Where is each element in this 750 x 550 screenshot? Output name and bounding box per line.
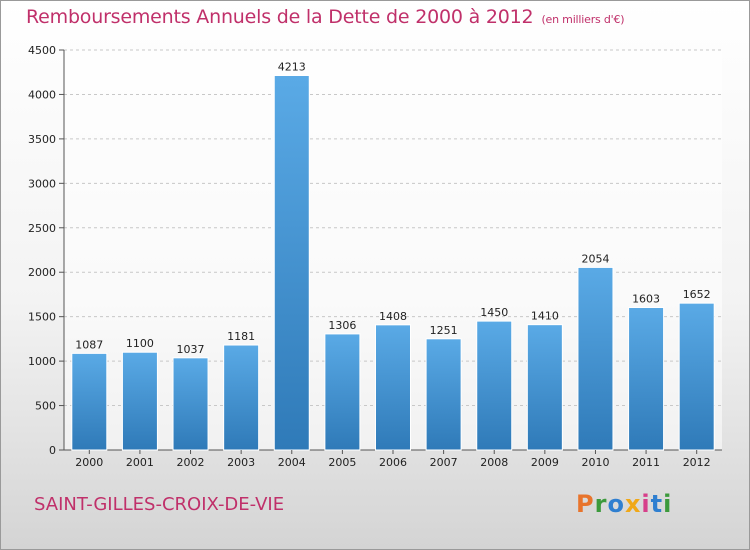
data-label: 1410 — [531, 310, 559, 323]
data-label: 1408 — [379, 310, 407, 323]
y-tick-label: 2500 — [28, 222, 56, 235]
x-tick-label: 2004 — [278, 456, 306, 469]
x-tick-label: 2006 — [379, 456, 407, 469]
logo-letter: t — [650, 490, 664, 518]
bar — [223, 344, 260, 451]
logo-letter: i — [641, 490, 651, 518]
bar — [577, 266, 614, 451]
logo-letter: x — [624, 490, 642, 518]
logo-letter: o — [607, 490, 625, 518]
data-label: 1100 — [126, 337, 154, 350]
data-label: 2054 — [581, 252, 609, 265]
bar — [628, 307, 665, 451]
x-tick-label: 2011 — [632, 456, 660, 469]
bar — [121, 351, 158, 451]
data-label: 1251 — [430, 324, 458, 337]
data-label: 1652 — [683, 288, 711, 301]
x-tick-label: 2008 — [480, 456, 508, 469]
logo-letter: r — [594, 490, 608, 518]
data-label: 4213 — [278, 61, 306, 74]
x-tick-label: 2012 — [683, 456, 711, 469]
bar — [273, 75, 310, 451]
x-tick-label: 2003 — [227, 456, 255, 469]
y-tick-label: 3000 — [28, 177, 56, 190]
y-tick-label: 4000 — [28, 88, 56, 101]
y-tick-label: 2000 — [28, 266, 56, 279]
y-tick-label: 1000 — [28, 355, 56, 368]
bar — [324, 333, 361, 451]
bar — [71, 352, 108, 451]
data-label: 1306 — [328, 319, 356, 332]
bar — [172, 357, 209, 451]
data-label: 1037 — [177, 343, 205, 356]
y-tick-label: 3500 — [28, 133, 56, 146]
x-tick-label: 2002 — [177, 456, 205, 469]
unit-label: (en milliers d'€) — [541, 13, 625, 26]
x-tick-label: 2007 — [430, 456, 458, 469]
bar — [476, 320, 513, 451]
x-tick-label: 2000 — [75, 456, 103, 469]
x-tick-label: 2001 — [126, 456, 154, 469]
data-label: 1181 — [227, 330, 255, 343]
logo-letter: P — [576, 490, 595, 518]
x-tick-label: 2010 — [581, 456, 609, 469]
data-label: 1603 — [632, 293, 660, 306]
x-tick-label: 2005 — [328, 456, 356, 469]
bar — [425, 338, 462, 451]
title-text: Remboursements Annuels de la Dette de 20… — [26, 6, 534, 28]
x-tick-label: 2009 — [531, 456, 559, 469]
bar — [678, 302, 715, 451]
data-label: 1450 — [480, 306, 508, 319]
bar — [526, 324, 563, 451]
chart-title: Remboursements Annuels de la Dette de 20… — [26, 6, 625, 28]
y-tick-label: 4500 — [28, 44, 56, 57]
y-tick-label: 1500 — [28, 311, 56, 324]
y-tick-label: 500 — [35, 400, 56, 413]
logo-letter: i — [663, 490, 673, 518]
y-tick-label: 0 — [49, 444, 56, 457]
brand-logo: Proxiti — [576, 490, 672, 518]
data-label: 1087 — [75, 338, 103, 351]
city-name: SAINT-GILLES-CROIX-DE-VIE — [34, 494, 285, 515]
bar — [375, 324, 411, 451]
